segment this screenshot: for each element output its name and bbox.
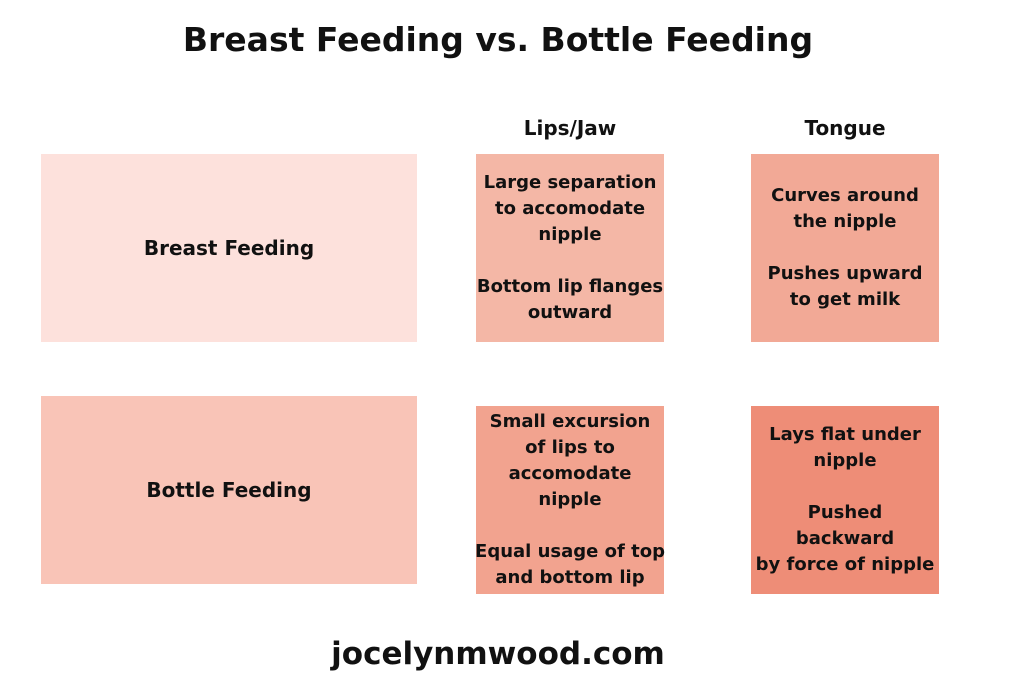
cell-text-line: Curves around: [771, 185, 919, 206]
cell-text-line: of lips to: [525, 437, 615, 458]
cell-bottle-feeding-tongue: Lays flat under nipple Pushed backward by fo…: [751, 406, 939, 594]
cell-text-line: nipple: [538, 489, 602, 510]
cell-text-line: outward: [527, 302, 613, 323]
row-label-breast-feeding: Breast Feeding: [143, 236, 315, 260]
cell-text-line: by force of nipple: [755, 554, 935, 575]
column-header-tongue: Tongue: [804, 116, 886, 140]
cell-text-line: and bottom lip: [495, 567, 645, 588]
cell-text-line: Pushed: [807, 502, 883, 523]
cell-text-line: to accomodate: [494, 198, 646, 219]
site-footer-url: jocelynmwood.com: [331, 636, 665, 672]
cell-text-line: Lays flat under: [769, 424, 921, 445]
row-label-bottle-feeding: Bottle Feeding: [146, 478, 312, 502]
cell-text-line: to get milk: [789, 289, 901, 310]
cell-text-line: nipple: [813, 450, 877, 471]
cell-text-line: Bottom lip flanges: [476, 276, 664, 297]
cell-text-line: Large separation: [483, 172, 657, 193]
cell-breast-feeding-lips-jaw: Large separation to accomodate nipple Botto…: [476, 154, 664, 342]
cell-text-line: Small excursion: [489, 411, 651, 432]
page-title: Breast Feeding vs. Bottle Feeding: [182, 20, 814, 59]
cell-bottle-feeding-lips-jaw: Small excursion of lips to accomodate nippl…: [475, 406, 665, 594]
row-label-box-bottle-feeding: Bottle Feeding: [41, 396, 417, 584]
cell-text-line: Pushes upward: [767, 263, 923, 284]
cell-text-line: backward: [795, 528, 895, 549]
column-header-lips-jaw: Lips/Jaw: [523, 116, 617, 140]
cell-text-line: the nipple: [793, 211, 897, 232]
row-label-box-breast-feeding: Breast Feeding: [41, 154, 417, 342]
cell-text-line: accomodate: [508, 463, 632, 484]
cell-breast-feeding-tongue: Curves around the nipple Pushes upward to g…: [751, 154, 939, 342]
cell-text-line: nipple: [538, 224, 602, 245]
cell-text-line: Equal usage of top: [475, 541, 665, 562]
